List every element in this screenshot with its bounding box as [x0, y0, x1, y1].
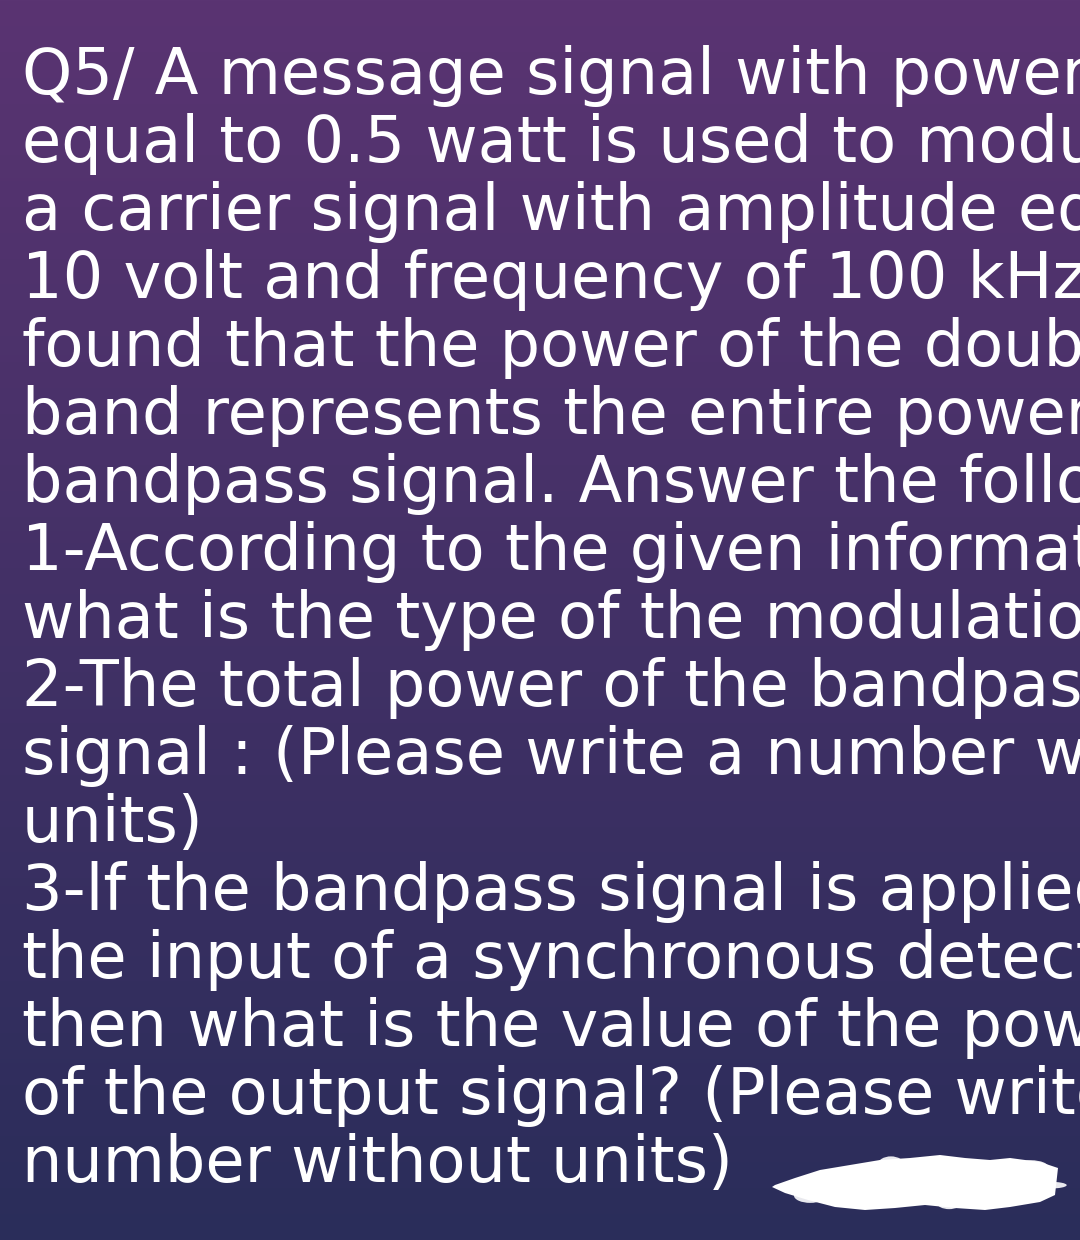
Text: 3-lf the bandpass signal is applied on: 3-lf the bandpass signal is applied on — [22, 861, 1080, 923]
Text: bandpass signal. Answer the following:: bandpass signal. Answer the following: — [22, 453, 1080, 515]
Text: of the output signal? (Please write a: of the output signal? (Please write a — [22, 1065, 1080, 1127]
Ellipse shape — [878, 1157, 904, 1173]
Text: 10 volt and frequency of 100 kHz. It is: 10 volt and frequency of 100 kHz. It is — [22, 249, 1080, 311]
Text: then what is the value of the power: then what is the value of the power — [22, 997, 1080, 1059]
Text: units): units) — [22, 794, 204, 856]
Ellipse shape — [874, 1174, 904, 1190]
Ellipse shape — [896, 1184, 928, 1202]
Ellipse shape — [889, 1172, 931, 1183]
Text: a carrier signal with amplitude equal to: a carrier signal with amplitude equal to — [22, 181, 1080, 243]
Ellipse shape — [975, 1171, 1013, 1180]
Text: 1-According to the given information,: 1-According to the given information, — [22, 521, 1080, 583]
Ellipse shape — [794, 1188, 826, 1203]
Ellipse shape — [821, 1178, 873, 1184]
Text: what is the type of the modulation?: what is the type of the modulation? — [22, 589, 1080, 651]
Text: band represents the entire power of the: band represents the entire power of the — [22, 384, 1080, 446]
Text: found that the power of the double side: found that the power of the double side — [22, 317, 1080, 379]
Ellipse shape — [956, 1177, 978, 1188]
Polygon shape — [772, 1154, 1058, 1210]
Text: equal to 0.5 watt is used to modulate: equal to 0.5 watt is used to modulate — [22, 113, 1080, 175]
Text: the input of a synchronous detector,: the input of a synchronous detector, — [22, 929, 1080, 991]
Text: Q5/ A message signal with power: Q5/ A message signal with power — [22, 45, 1080, 107]
Text: signal : (Please write a number without: signal : (Please write a number without — [22, 725, 1080, 787]
Ellipse shape — [937, 1197, 961, 1209]
Text: 2-The total power of the bandpass: 2-The total power of the bandpass — [22, 657, 1080, 719]
Ellipse shape — [1031, 1182, 1067, 1189]
Ellipse shape — [1013, 1161, 1049, 1176]
Text: number without units): number without units) — [22, 1133, 733, 1195]
Ellipse shape — [840, 1176, 882, 1192]
